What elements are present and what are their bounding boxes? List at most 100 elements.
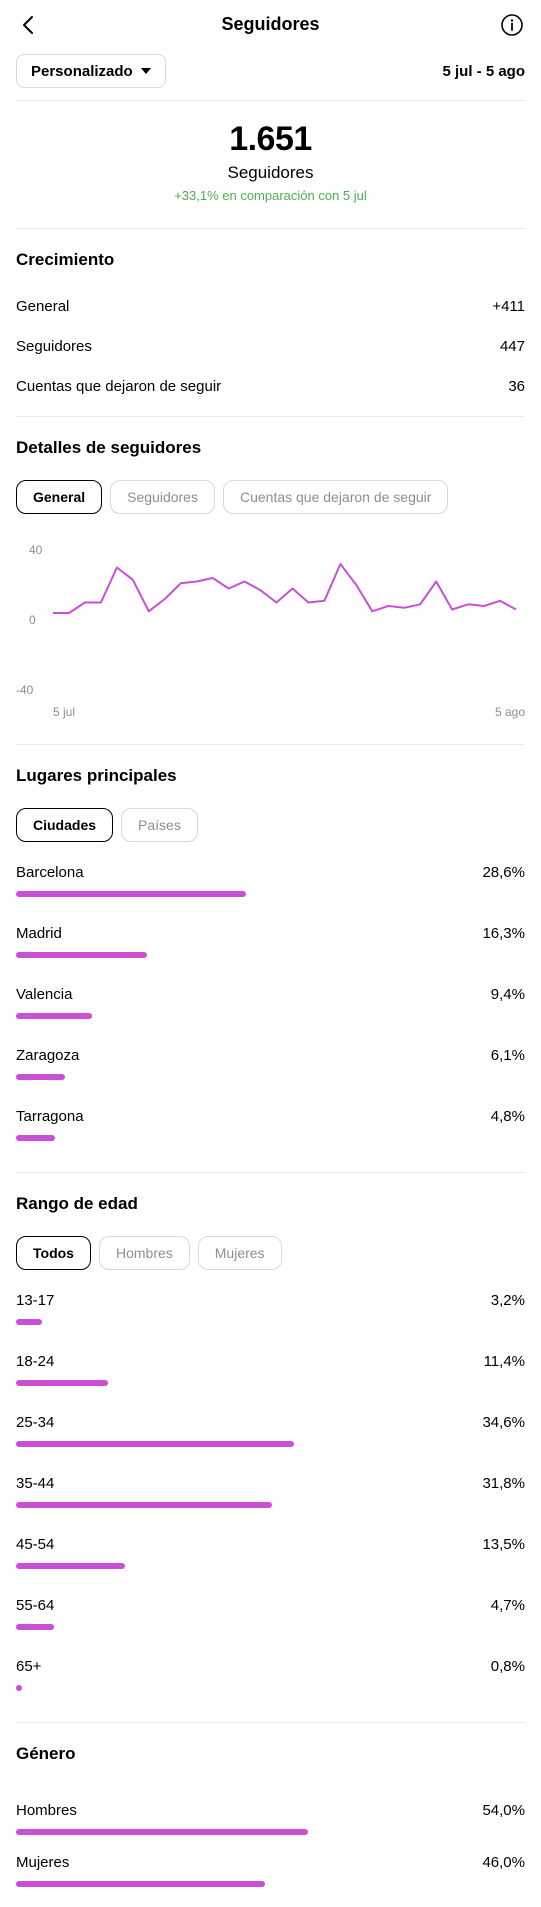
gender-item-value: 46,0% xyxy=(482,1854,525,1871)
places-bar-track xyxy=(16,1074,525,1080)
places-title: Lugares principales xyxy=(16,766,177,785)
places-item: Zaragoza 6,1% xyxy=(16,1047,525,1080)
places-item: Madrid 16,3% xyxy=(16,925,525,958)
places-bar-track xyxy=(16,1135,525,1141)
places-item-label: Madrid xyxy=(16,925,62,942)
divider xyxy=(16,1722,525,1723)
gender-item-value: 54,0% xyxy=(482,1802,525,1819)
age-bar-track xyxy=(16,1441,525,1447)
top-bar: Seguidores xyxy=(0,0,541,50)
places-item-header: Tarragona 4,8% xyxy=(16,1108,525,1125)
details-title: Detalles de seguidores xyxy=(16,438,202,457)
age-bar-track xyxy=(16,1380,525,1386)
age-item-label: 25-34 xyxy=(16,1414,55,1431)
caret-down-icon xyxy=(140,68,151,74)
tab-unfollows[interactable]: Cuentas que dejaron de seguir xyxy=(222,480,449,514)
followers-line-chart: 40 0 -40 5 jul 5 ago xyxy=(16,543,525,719)
growth-value: 36 xyxy=(508,378,525,395)
places-bar-track xyxy=(16,952,525,958)
age-item: 45-54 13,5% xyxy=(16,1536,525,1569)
age-item-value: 11,4% xyxy=(483,1353,525,1370)
age-bar-fill xyxy=(16,1685,23,1691)
y-tick-label: 40 xyxy=(29,543,43,557)
age-item-label: 65+ xyxy=(16,1658,42,1675)
date-range: 5 jul - 5 ago xyxy=(442,63,525,80)
tab-general[interactable]: General xyxy=(16,480,103,514)
places-item-label: Tarragona xyxy=(16,1108,84,1125)
age-item: 13-17 3,2% xyxy=(16,1292,525,1325)
age-item-label: 35-44 xyxy=(16,1475,55,1492)
divider xyxy=(16,1172,525,1173)
growth-row-unfollows: Cuentas que dejaron de seguir 36 xyxy=(16,378,525,395)
y-tick-label: 0 xyxy=(29,613,36,627)
tab-women[interactable]: Mujeres xyxy=(197,1236,282,1270)
y-tick-label: -40 xyxy=(16,683,34,697)
age-bar-track xyxy=(16,1563,525,1569)
follower-total-label: Seguidores xyxy=(227,163,314,182)
places-item: Barcelona 28,6% xyxy=(16,864,525,897)
age-item-value: 34,6% xyxy=(482,1414,525,1431)
gender-item-label: Hombres xyxy=(16,1802,77,1819)
age-bar-fill xyxy=(16,1502,272,1508)
divider xyxy=(16,416,525,417)
x-end-label: 5 ago xyxy=(495,705,525,719)
gender-title: Género xyxy=(16,1744,76,1763)
age-item-header: 65+ 0,8% xyxy=(16,1658,525,1675)
age-bar-track xyxy=(16,1502,525,1508)
age-item: 55-64 4,7% xyxy=(16,1597,525,1630)
growth-row-general: General +411 xyxy=(16,298,525,315)
places-bar-fill xyxy=(16,891,246,897)
growth-label: Seguidores xyxy=(16,338,92,355)
age-item: 35-44 31,8% xyxy=(16,1475,525,1508)
age-item-header: 25-34 34,6% xyxy=(16,1414,525,1431)
back-button[interactable] xyxy=(16,12,42,38)
age-item-label: 13-17 xyxy=(16,1292,55,1309)
age-item: 18-24 11,4% xyxy=(16,1353,525,1386)
growth-title: Crecimiento xyxy=(16,250,115,269)
places-item-label: Barcelona xyxy=(16,864,84,881)
info-button[interactable] xyxy=(499,12,525,38)
places-item: Tarragona 4,8% xyxy=(16,1108,525,1141)
age-item-header: 45-54 13,5% xyxy=(16,1536,525,1553)
period-selected: Personalizado xyxy=(31,62,133,80)
age-bar-track xyxy=(16,1624,525,1630)
gender-item-header: Hombres 54,0% xyxy=(16,1802,525,1819)
gender-item: Hombres 54,0% xyxy=(16,1802,525,1835)
tab-countries[interactable]: Países xyxy=(121,808,198,842)
places-item-header: Barcelona 28,6% xyxy=(16,864,525,881)
places-item-value: 4,8% xyxy=(490,1108,525,1125)
details-tabs: General Seguidores Cuentas que dejaron d… xyxy=(16,480,449,514)
gender-bar-track xyxy=(16,1881,525,1887)
chevron-left-icon xyxy=(23,16,33,34)
growth-label: General xyxy=(16,298,70,315)
gender-bar-fill xyxy=(16,1881,266,1887)
age-item-value: 3,2% xyxy=(490,1292,525,1309)
tab-cities[interactable]: Ciudades xyxy=(16,808,114,842)
age-bar-fill xyxy=(16,1380,108,1386)
places-bar-fill xyxy=(16,1074,66,1080)
age-item-header: 35-44 31,8% xyxy=(16,1475,525,1492)
places-item-value: 28,6% xyxy=(482,864,525,881)
places-bar-track xyxy=(16,1013,525,1019)
places-item: Valencia 9,4% xyxy=(16,986,525,1019)
page-title: Seguidores xyxy=(221,14,320,34)
tab-followers[interactable]: Seguidores xyxy=(110,480,215,514)
age-item-label: 45-54 xyxy=(16,1536,55,1553)
gender-item-header: Mujeres 46,0% xyxy=(16,1854,525,1871)
gender-bar-track xyxy=(16,1829,525,1835)
age-item-header: 13-17 3,2% xyxy=(16,1292,525,1309)
age-item-label: 55-64 xyxy=(16,1597,55,1614)
age-bar-fill xyxy=(16,1624,54,1630)
tab-all[interactable]: Todos xyxy=(16,1236,91,1270)
places-item-value: 9,4% xyxy=(490,986,525,1003)
gender-item-label: Mujeres xyxy=(16,1854,70,1871)
follower-change: +33,1% en comparación con 5 jul xyxy=(174,188,367,203)
age-bar-track xyxy=(16,1685,525,1691)
tab-men[interactable]: Hombres xyxy=(98,1236,190,1270)
age-item-label: 18-24 xyxy=(16,1353,55,1370)
followers-series-line xyxy=(53,563,517,614)
places-item-value: 6,1% xyxy=(490,1047,525,1064)
places-item-header: Zaragoza 6,1% xyxy=(16,1047,525,1064)
x-start-label: 5 jul xyxy=(53,705,75,719)
period-dropdown[interactable]: Personalizado xyxy=(16,54,166,88)
